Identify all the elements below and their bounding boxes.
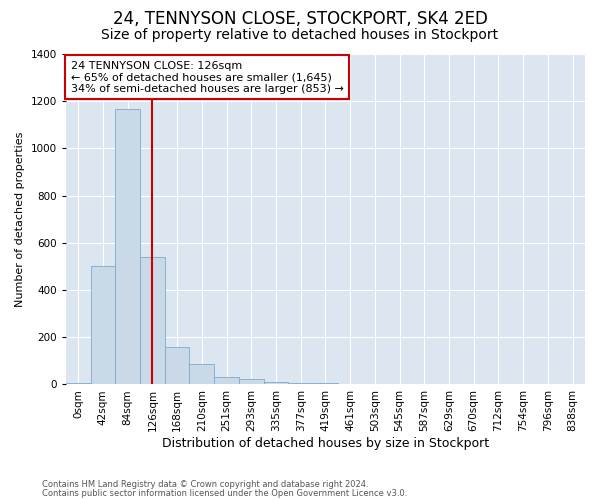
Text: Contains public sector information licensed under the Open Government Licence v3: Contains public sector information licen… [42, 488, 407, 498]
Text: Contains HM Land Registry data © Crown copyright and database right 2024.: Contains HM Land Registry data © Crown c… [42, 480, 368, 489]
Bar [165, 346, 190, 385]
X-axis label: Distribution of detached houses by size in Stockport: Distribution of detached houses by size … [162, 437, 489, 450]
Bar [263, 382, 289, 384]
Text: Size of property relative to detached houses in Stockport: Size of property relative to detached ho… [101, 28, 499, 42]
Bar [91, 266, 115, 384]
Text: 24, TENNYSON CLOSE, STOCKPORT, SK4 2ED: 24, TENNYSON CLOSE, STOCKPORT, SK4 2ED [113, 10, 487, 28]
Bar [140, 257, 165, 384]
Bar [115, 110, 140, 384]
Bar [214, 377, 239, 384]
Bar [313, 382, 338, 384]
Text: 24 TENNYSON CLOSE: 126sqm
← 65% of detached houses are smaller (1,645)
34% of se: 24 TENNYSON CLOSE: 126sqm ← 65% of detac… [71, 60, 344, 94]
Y-axis label: Number of detached properties: Number of detached properties [15, 132, 25, 307]
Bar [239, 380, 263, 384]
Bar [190, 364, 214, 384]
